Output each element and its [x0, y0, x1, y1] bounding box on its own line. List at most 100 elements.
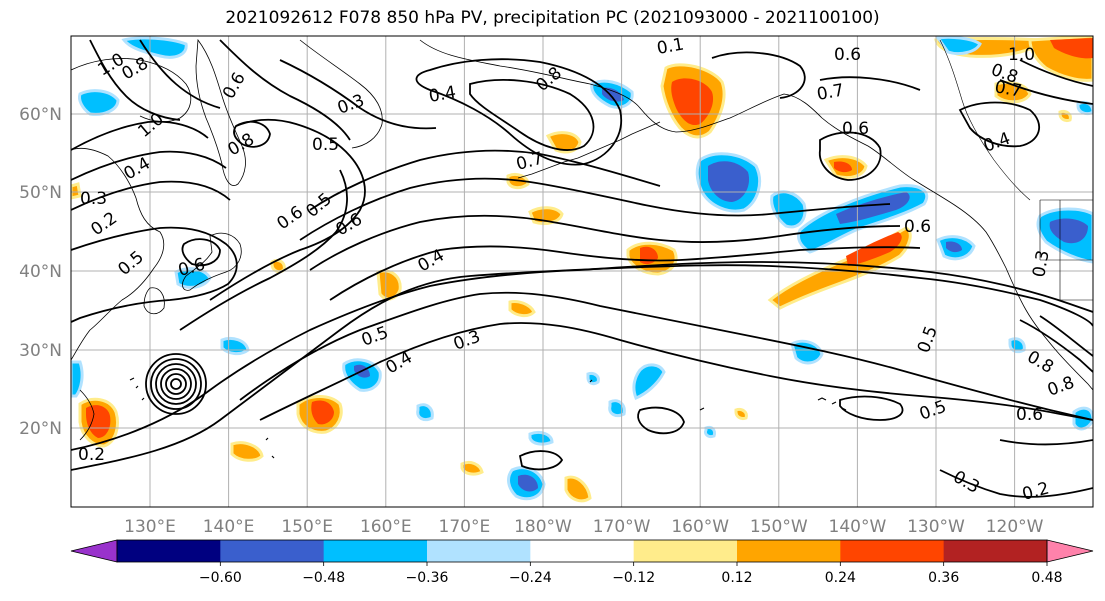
pv-contour	[89, 39, 181, 121]
pv-contour	[1019, 59, 1093, 87]
pv-contour	[279, 59, 437, 130]
pv-contour	[711, 51, 806, 99]
pv-contour	[259, 322, 1093, 421]
contour-label: 0.7	[815, 81, 845, 105]
contour-label: 1.0	[1008, 45, 1035, 65]
colorbar-extend-low	[70, 539, 118, 563]
colorbar-tick-label: 0.48	[1031, 570, 1062, 586]
pv-contour	[818, 131, 882, 181]
longitude-label: 150°E	[281, 517, 333, 537]
precip-negative-patch	[1049, 218, 1088, 244]
colorbar-tick-label: −0.24	[509, 570, 552, 586]
contour-label: 0.3	[1029, 249, 1053, 279]
pv-contour	[329, 245, 921, 301]
precip-positive-patch	[671, 78, 714, 126]
islands	[129, 377, 705, 459]
pv-contour	[1039, 315, 1093, 357]
colorbar-segment	[117, 540, 221, 562]
pv-contour	[1019, 319, 1093, 373]
coastline-philippines	[79, 389, 95, 441]
precip-positive-patch	[376, 269, 402, 301]
pv-contour	[469, 79, 595, 151]
colorbar-tick-label: −0.48	[302, 570, 345, 586]
precip-negative-patch	[416, 403, 434, 422]
precip-negative-patch	[836, 192, 910, 224]
contour-label: 0.6	[904, 217, 931, 237]
longitude-label: 130°W	[907, 517, 965, 537]
precip-positive-patch	[71, 182, 82, 200]
precip-positive-patch	[86, 405, 111, 438]
coastlines	[71, 38, 1093, 459]
precip-positive-patch	[508, 300, 536, 318]
longitude-label: 170°W	[593, 517, 651, 537]
pv-contour	[939, 469, 1093, 498]
coastline-aleutians	[517, 121, 661, 179]
precip-negative-patch	[121, 36, 188, 59]
precip-positive-patch	[545, 131, 582, 154]
precip-negative-patch	[78, 89, 120, 116]
pv-contour	[219, 39, 351, 141]
precip-negative-patch	[704, 426, 716, 438]
precip-positive-patch	[230, 441, 264, 462]
latitude-labels: 60°N 50°N 40°N 30°N 20°N	[19, 105, 62, 439]
pv-contour	[71, 150, 227, 181]
latitude-label: 60°N	[19, 105, 62, 125]
typhoon-contour	[150, 358, 202, 410]
contour-label: 0.2	[78, 445, 105, 465]
contour-label: 0.6	[842, 119, 869, 139]
colorbar-tick-label: 0.12	[721, 570, 752, 586]
pv-contour	[309, 149, 661, 211]
precipitation-shading	[71, 36, 1093, 503]
coastline-japan	[182, 232, 242, 291]
longitude-label: 140°E	[203, 517, 255, 537]
pv-contour	[309, 214, 901, 271]
coastline-asia	[71, 148, 165, 361]
pv-contour	[637, 406, 685, 435]
pv-contour	[71, 226, 238, 323]
precip-positive-patch	[311, 400, 334, 425]
precip-negative-patch	[935, 36, 982, 56]
pv-contour	[819, 76, 921, 91]
precip-negative-patch	[586, 372, 600, 386]
colorbar-segment	[633, 540, 738, 562]
colorbar-segment	[323, 540, 428, 562]
contour-label: 0.6	[1016, 405, 1043, 425]
colorbar-segment	[737, 540, 841, 562]
pv-contour	[999, 79, 1093, 105]
pv-contour	[71, 261, 1093, 451]
pv-contour	[71, 180, 231, 211]
latitude-label: 30°N	[19, 341, 62, 361]
colorbar-tick-label: −0.36	[406, 570, 449, 586]
contour-label: 0.1	[655, 35, 685, 59]
colorbar: −0.60 −0.48 −0.36 −0.24 −0.12 0.12 0.24 0.36 0.4…	[70, 539, 1094, 586]
pv-contours	[71, 39, 1093, 498]
longitude-labels: 130°E 140°E 150°E 160°E 170°E 180°W 170°W 160°W…	[124, 517, 1044, 537]
precip-positive-patch	[734, 408, 748, 420]
typhoon-contour	[165, 373, 187, 395]
colorbar-segment	[530, 540, 635, 562]
colorbar-tick-label: 0.36	[928, 570, 959, 586]
longitude-label: 150°W	[750, 517, 808, 537]
latitude-label: 50°N	[19, 183, 62, 203]
precip-negative-patch	[528, 430, 554, 446]
colorbar-segment	[840, 540, 945, 562]
longitude-label: 120°W	[986, 517, 1044, 537]
precip-negative-patch	[71, 360, 84, 398]
contour-label: 0.3	[80, 189, 107, 209]
longitude-label: 160°E	[360, 517, 412, 537]
coastline-bering	[299, 39, 383, 149]
coastline-korea	[143, 287, 165, 315]
longitude-label: 170°E	[439, 517, 491, 537]
contour-label: 0.6	[834, 45, 861, 65]
longitude-label: 180°W	[514, 517, 572, 537]
colorbar-outline	[116, 539, 1048, 563]
colorbar-segment	[220, 540, 325, 562]
precip-negative-patch	[632, 363, 666, 400]
pv-contour	[839, 395, 904, 421]
precip-positive-patch	[1050, 38, 1093, 59]
pv-contour	[209, 118, 366, 301]
latitude-label: 40°N	[19, 262, 62, 282]
precip-negative-patch	[518, 474, 538, 492]
map-frame	[70, 35, 1094, 508]
